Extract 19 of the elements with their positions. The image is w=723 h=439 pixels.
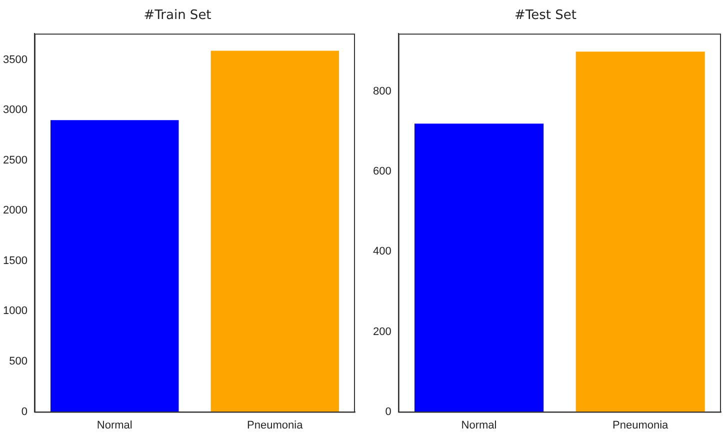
y-tick-label: 2000 (2, 204, 28, 217)
y-tick-label: 400 (372, 246, 392, 258)
y-tick-label: 200 (372, 326, 392, 338)
x-tick-label: Normal (461, 419, 497, 432)
y-tick-label: 500 (9, 356, 28, 368)
y-tick-label: 0 (21, 406, 28, 418)
y-tick-label: 1500 (2, 254, 28, 267)
y-tick-label: 3500 (2, 54, 28, 66)
y-tick-label: 800 (372, 86, 392, 98)
y-tick-label: 0 (385, 406, 392, 418)
chart-title: #Train Set (144, 8, 212, 24)
x-tick-label: Pneumonia (612, 419, 670, 432)
chart-title: #Test Set (514, 8, 576, 24)
y-tick-label: 600 (372, 166, 392, 178)
x-tick-label: Normal (96, 419, 132, 432)
x-tick-label: Pneumonia (247, 419, 304, 432)
y-tick-label: 3000 (2, 104, 28, 116)
y-tick-label: 2500 (2, 154, 28, 166)
y-tick-label: 1000 (2, 305, 28, 318)
